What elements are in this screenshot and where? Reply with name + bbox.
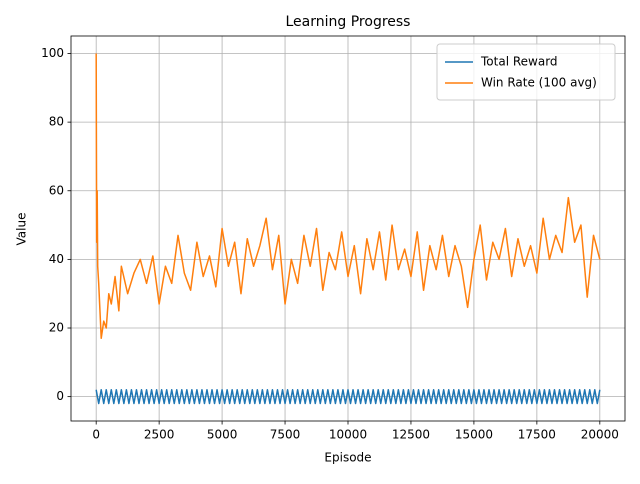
y-tick-label: 0 [56,389,64,403]
x-tick-label: 20000 [581,428,619,442]
x-tick-label: 10000 [329,428,367,442]
x-tick-label: 7500 [270,428,301,442]
legend-label: Win Rate (100 avg) [481,76,597,90]
data-line [95,53,601,340]
chart-title: Learning Progress [286,14,411,30]
y-axis-label: Value [15,213,29,246]
legend-label: Total Reward [480,55,558,69]
x-tick-label: 15000 [455,428,493,442]
x-tick-label: 2500 [144,428,175,442]
y-tick-label: 20 [49,321,64,335]
x-axis-label: Episode [324,451,371,465]
y-tick-label: 100 [41,46,64,60]
y-tick-label: 80 [49,115,64,129]
legend-box [436,43,616,101]
x-tick-label: 12500 [392,428,430,442]
x-tick-label: 5000 [207,428,238,442]
plot-frame [70,35,626,422]
y-tick-label: 60 [49,183,64,197]
x-tick-label: 17500 [518,428,556,442]
x-tick-label: 0 [92,428,100,442]
data-line [95,389,601,405]
y-tick-label: 40 [49,252,64,266]
